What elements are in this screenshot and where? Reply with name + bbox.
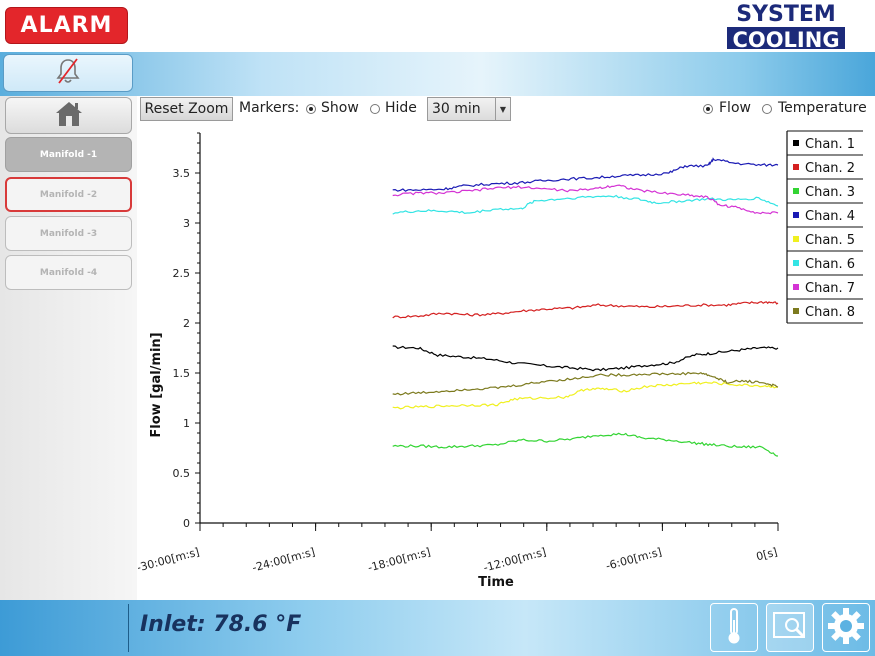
series-line-chan-1 <box>392 345 779 372</box>
legend-swatch-chan-7 <box>793 284 799 290</box>
series-line-chan-4 <box>392 157 779 192</box>
markers-show-label[interactable]: Show <box>321 100 359 116</box>
y-tick-label: 3 <box>183 217 190 230</box>
markers-label: Markers: <box>239 100 300 116</box>
zoom-view-button[interactable] <box>766 603 814 652</box>
alarm-button[interactable]: ALARM <box>5 7 128 44</box>
markers-show-radio[interactable] <box>306 104 316 114</box>
home-button[interactable] <box>5 97 132 134</box>
legend-swatch-chan-4 <box>793 212 799 218</box>
temperature-view-button[interactable] <box>710 603 758 652</box>
x-tick-label: -18:00[m:s] <box>366 545 432 574</box>
flow-chart[interactable]: 0 0.5 1 1.5 2 2.5 3 3.5 -30:00[m:s] -24:00[m:s] -1… <box>138 125 875 595</box>
inlet-temperature: Inlet: 78.6 °F <box>140 612 302 637</box>
legend-swatch-chan-6 <box>793 260 799 266</box>
legend-swatch-chan-1 <box>793 140 799 146</box>
legend-label-chan-5: Chan. 5 <box>805 233 855 248</box>
time-range-select[interactable]: 30 min ▼ <box>427 97 511 121</box>
legend-swatch-chan-8 <box>793 308 799 314</box>
markers-hide-label[interactable]: Hide <box>385 100 417 116</box>
header: ALARM SYSTEM COOLING <box>0 0 875 52</box>
temperature-radio[interactable] <box>762 104 772 114</box>
y-tick-label: 0.5 <box>173 467 191 480</box>
y-tick-label: 1 <box>183 417 190 430</box>
markers-hide-radio[interactable] <box>370 104 380 114</box>
bottom-bar <box>0 600 875 656</box>
chart-toolbar: Reset Zoom Markers: Show Hide 30 min ▼ F… <box>140 97 870 122</box>
x-tick-label: -24:00[m:s] <box>251 545 317 574</box>
legend-swatch-chan-3 <box>793 188 799 194</box>
y-axis-label: Flow [gal/min] <box>149 332 164 437</box>
settings-button[interactable] <box>822 603 870 652</box>
series-line-chan-8 <box>392 371 779 396</box>
temperature-label[interactable]: Temperature <box>778 100 867 116</box>
x-tick-label: 0[s] <box>755 545 779 563</box>
y-tick-label: 3.5 <box>173 167 191 180</box>
sidebar-item-manifold-4[interactable]: Manifold -4 <box>5 255 132 290</box>
y-tick-label: 0 <box>183 517 190 530</box>
flow-label[interactable]: Flow <box>719 100 751 116</box>
x-axis-label: Time <box>478 575 514 590</box>
home-icon <box>54 100 84 132</box>
legend-label-chan-3: Chan. 3 <box>805 185 855 200</box>
x-tick-label: -12:00[m:s] <box>482 545 548 574</box>
legend-label-chan-6: Chan. 6 <box>805 257 855 272</box>
series-line-chan-6 <box>392 194 779 215</box>
legend-label-chan-4: Chan. 4 <box>805 209 855 224</box>
flow-radio[interactable] <box>703 104 713 114</box>
series-line-chan-3 <box>392 432 779 457</box>
logo-line-1: SYSTEM <box>736 2 836 27</box>
legend-swatch-chan-5 <box>793 236 799 242</box>
series-line-chan-5 <box>392 381 779 410</box>
bell-muted-icon <box>53 56 83 90</box>
zoom-image-icon <box>771 608 809 648</box>
sidebar-item-manifold-2[interactable]: Manifold -2 <box>5 177 132 212</box>
y-tick-label: 2 <box>183 317 190 330</box>
chevron-down-icon: ▼ <box>495 98 510 120</box>
top-bar <box>0 52 875 96</box>
sidebar-item-manifold-3[interactable]: Manifold -3 <box>5 216 132 251</box>
y-tick-label: 1.5 <box>173 367 191 380</box>
mute-alarm-button[interactable] <box>3 54 133 92</box>
series-line-chan-7 <box>392 184 779 215</box>
flow-chart-svg: 0 0.5 1 1.5 2 2.5 3 3.5 -30:00[m:s] -24:00[m:s] -1… <box>138 130 863 590</box>
logo-line-2: COOLING <box>727 27 845 51</box>
gear-icon <box>826 606 866 650</box>
thermometer-icon <box>722 606 746 650</box>
legend-label-chan-1: Chan. 1 <box>805 137 855 152</box>
x-tick-label: -30:00[m:s] <box>138 545 201 574</box>
logo: SYSTEM COOLING <box>727 2 845 51</box>
reset-zoom-button[interactable]: Reset Zoom <box>140 97 233 121</box>
y-tick-label: 2.5 <box>173 267 191 280</box>
legend-swatch-chan-2 <box>793 164 799 170</box>
x-tick-label: -6:00[m:s] <box>604 545 663 572</box>
legend-label-chan-7: Chan. 7 <box>805 281 855 296</box>
divider <box>128 604 129 652</box>
legend-label-chan-2: Chan. 2 <box>805 161 855 176</box>
sidebar-item-manifold-1[interactable]: Manifold -1 <box>5 137 132 172</box>
legend-label-chan-8: Chan. 8 <box>805 305 855 320</box>
series-line-chan-2 <box>392 301 779 319</box>
time-range-value: 30 min <box>432 101 481 117</box>
